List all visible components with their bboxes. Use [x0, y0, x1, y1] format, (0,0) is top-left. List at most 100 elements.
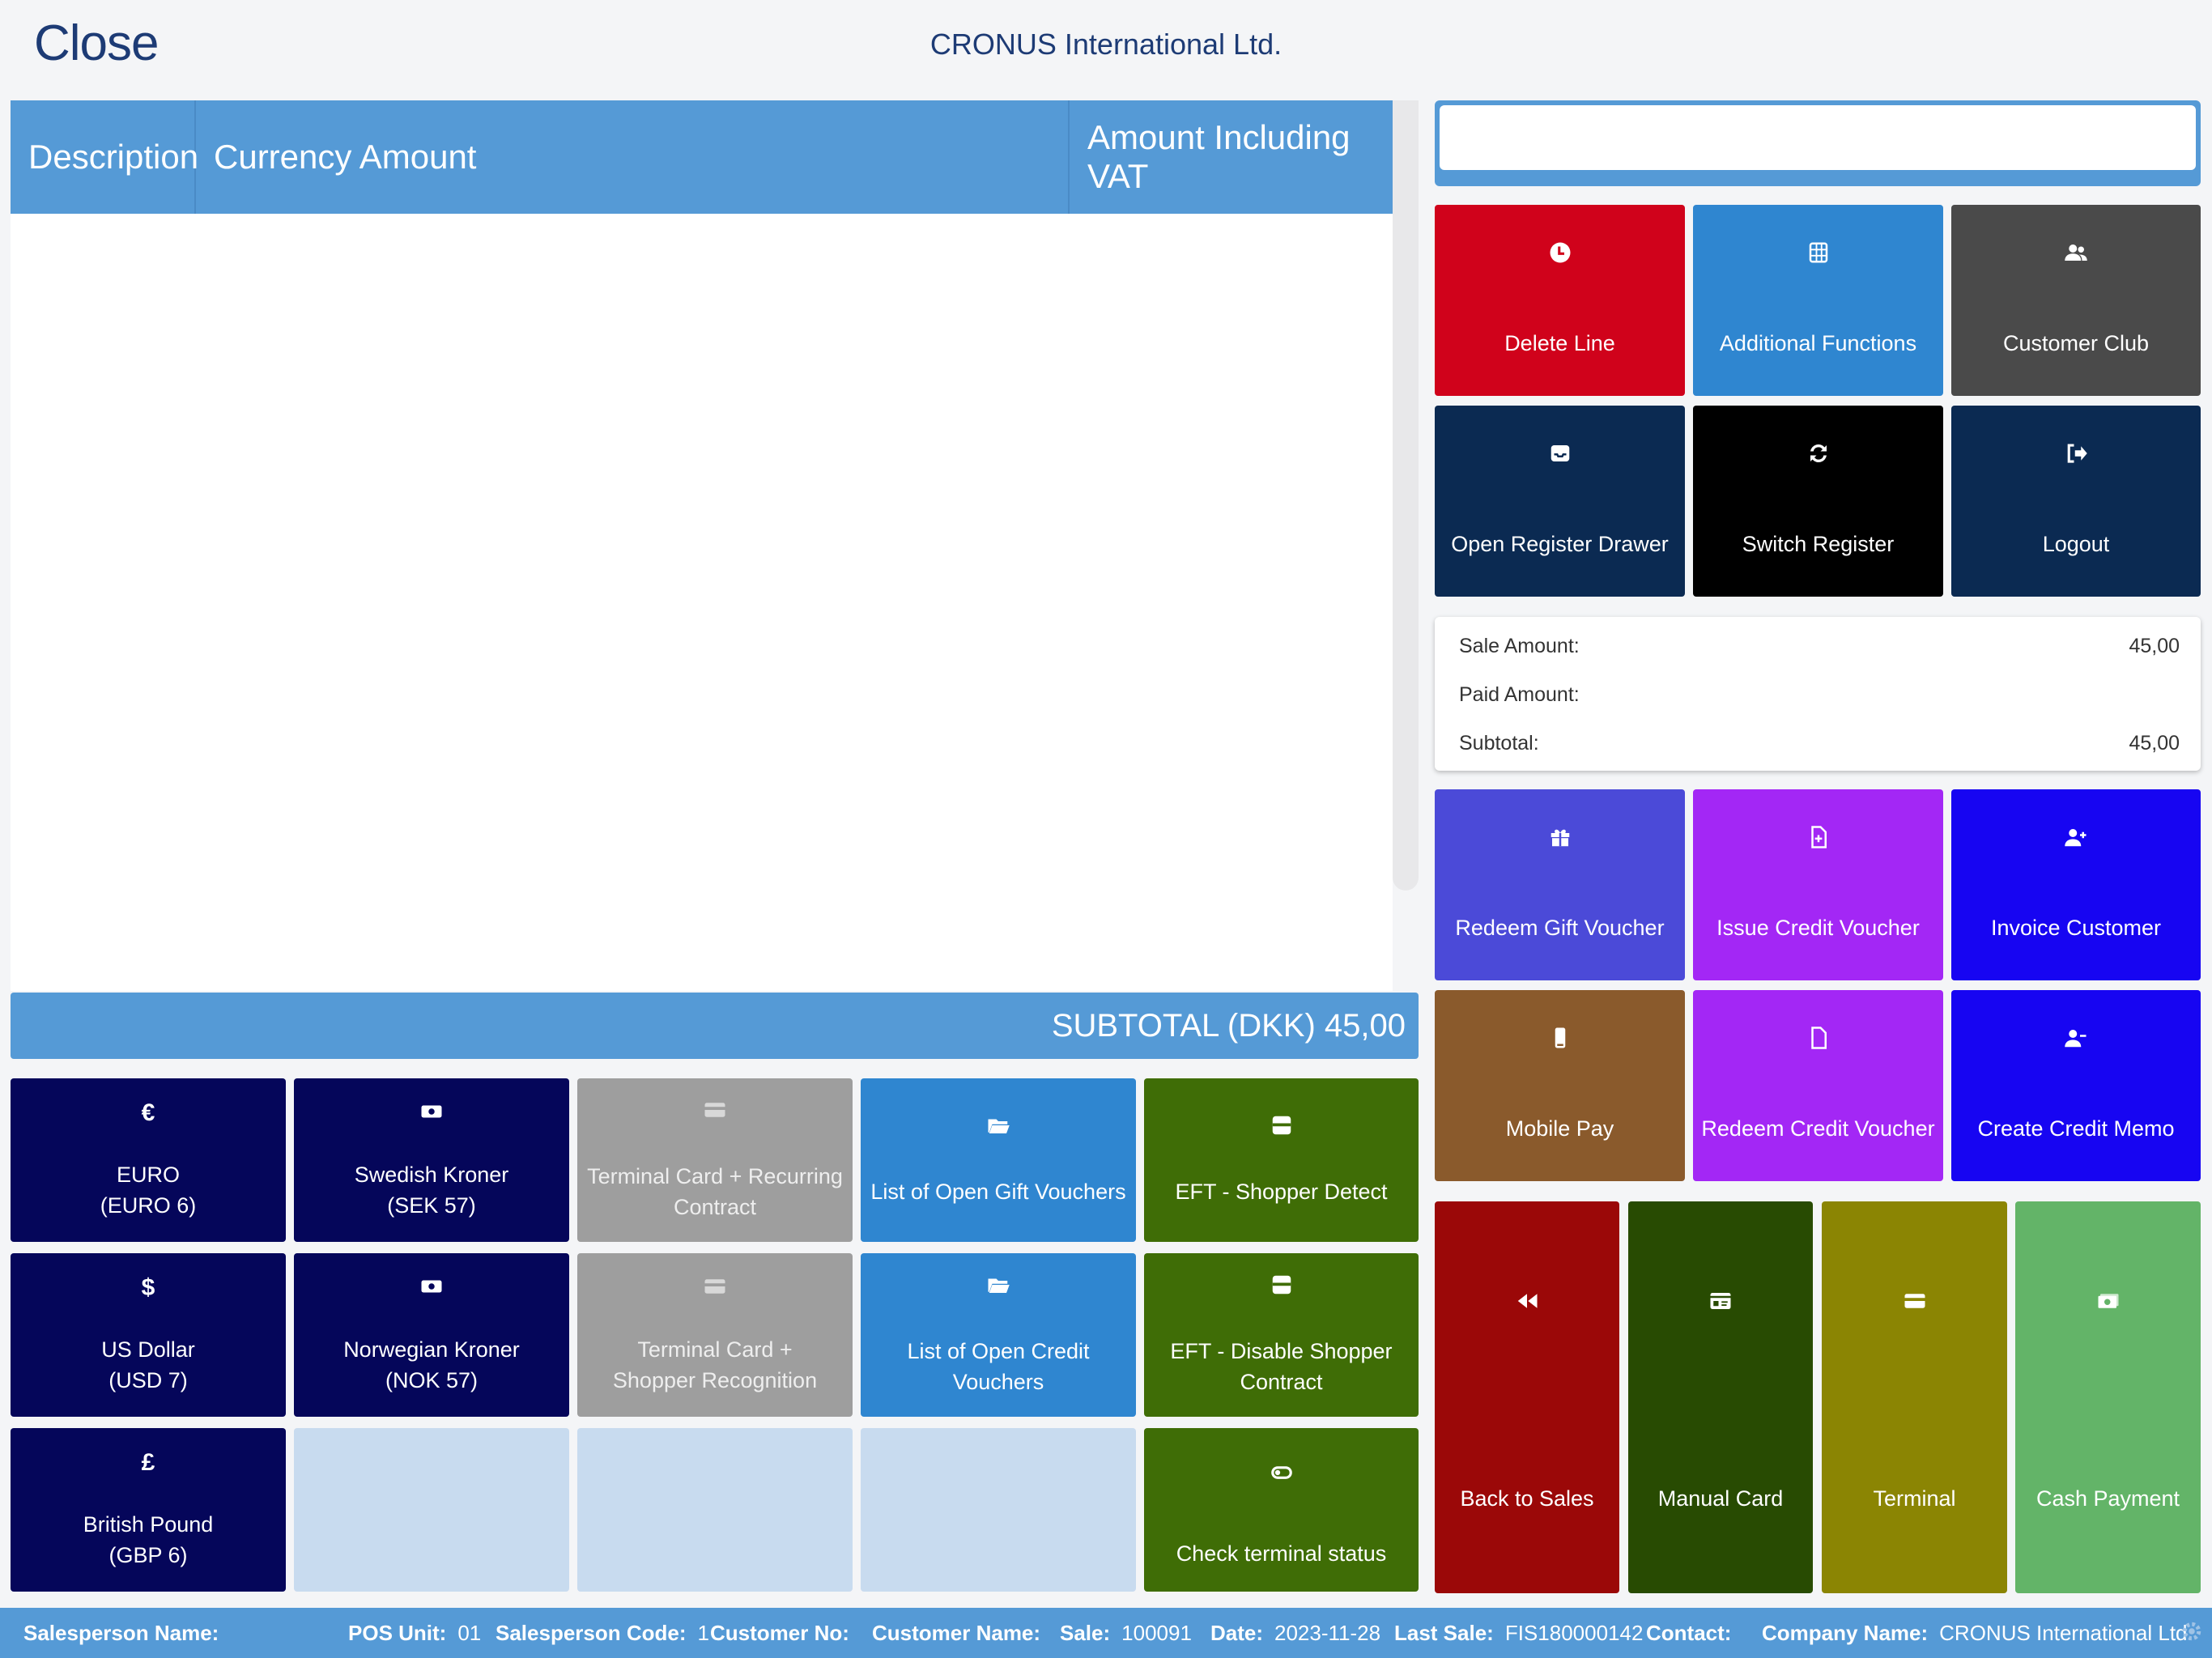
payment-swedish-kroner-button[interactable]: Swedish Kroner (SEK 57)	[294, 1078, 569, 1242]
check-terminal-status-button[interactable]: Check terminal status	[1144, 1428, 1419, 1592]
eft-disable-shopper-contract-button[interactable]: EFT - Disable Shopper Contract	[1144, 1253, 1419, 1417]
id-card-icon	[1708, 1289, 1733, 1318]
status-date: Date: 2023-11-28	[1210, 1621, 1381, 1645]
tile-label: British Pound	[83, 1512, 214, 1537]
inbox-icon	[1548, 441, 1572, 470]
eft-shopper-detect-button[interactable]: EFT - Shopper Detect	[1144, 1078, 1419, 1242]
user-minus-icon	[2064, 1026, 2088, 1055]
subtotal-row: Subtotal: 45,00	[1459, 732, 2180, 755]
subtotal-bar: SUBTOTAL (DKK) 45,00	[11, 993, 1419, 1059]
user-plus-icon	[2064, 825, 2088, 854]
list-open-credit-vouchers-button[interactable]: List of Open Credit Vouchers	[861, 1253, 1136, 1417]
payment-norwegian-kroner-button[interactable]: Norwegian Kroner (NOK 57)	[294, 1253, 569, 1417]
tile-label: EFT - Disable Shopper Contract	[1170, 1339, 1393, 1394]
grid-header: Description Currency Amount Amount Inclu…	[11, 100, 1393, 214]
tile-sublabel: (USD 7)	[108, 1368, 188, 1392]
gear-icon[interactable]	[2180, 1619, 2204, 1643]
company-title: CRONUS International Ltd.	[929, 28, 1283, 61]
list-open-gift-vouchers-button[interactable]: List of Open Gift Vouchers	[861, 1078, 1136, 1242]
banknote-icon	[419, 1099, 444, 1127]
toggle-icon	[1270, 1460, 1294, 1488]
cash-payment-button[interactable]: Cash Payment	[2015, 1201, 2201, 1593]
gift-icon	[1548, 825, 1572, 854]
tile-label: Swedish Kroner	[354, 1163, 509, 1187]
clock-icon	[1548, 240, 1572, 270]
column-header-currency-amount[interactable]: Currency Amount	[196, 100, 1070, 214]
tile-label: US Dollar	[101, 1337, 195, 1362]
credit-card-icon	[1903, 1289, 1927, 1318]
cash-icon	[2096, 1289, 2121, 1318]
logout-icon	[2064, 441, 2088, 470]
button-label: Back to Sales	[1460, 1486, 1594, 1511]
payment-british-pound-button[interactable]: £ British Pound (GBP 6)	[11, 1428, 286, 1592]
file-plus-icon	[1806, 825, 1831, 854]
sale-amount-label: Sale Amount:	[1459, 635, 1580, 657]
status-pos-unit: POS Unit: 01	[348, 1621, 482, 1645]
status-customer-name: Customer Name:	[872, 1621, 1041, 1645]
additional-functions-button[interactable]: Additional Functions	[1693, 205, 1943, 396]
empty-tile	[577, 1428, 853, 1592]
mobile-pay-button[interactable]: Mobile Pay	[1435, 990, 1685, 1181]
paid-amount-label: Paid Amount:	[1459, 683, 1580, 706]
column-header-description[interactable]: Description	[11, 100, 198, 214]
empty-tile	[861, 1428, 1136, 1592]
column-header-amount-including-vat[interactable]: Amount Including VAT	[1087, 118, 1351, 195]
close-button[interactable]: Close	[34, 15, 160, 71]
payment-euro-button[interactable]: € EURO (EURO 6)	[11, 1078, 286, 1242]
button-label: Manual Card	[1657, 1486, 1784, 1511]
button-label: Mobile Pay	[1505, 1116, 1614, 1141]
button-label: Redeem Gift Voucher	[1455, 916, 1665, 940]
paid-amount-row: Paid Amount:	[1459, 683, 2180, 707]
tile-label: Norwegian Kroner	[343, 1337, 520, 1362]
status-contact: Contact:	[1646, 1621, 1732, 1645]
rewind-icon	[1515, 1289, 1539, 1318]
search-input[interactable]	[1440, 105, 2196, 170]
status-bar: Salesperson Name: POS Unit: 01 Salesperso…	[0, 1608, 2212, 1658]
customer-club-button[interactable]: Customer Club	[1951, 205, 2201, 396]
euro-icon: €	[141, 1099, 155, 1126]
grid-icon	[1806, 240, 1831, 270]
tile-sublabel: (NOK 57)	[385, 1368, 479, 1392]
grid-scrollbar[interactable]	[1393, 100, 1419, 891]
tile-label: List of Open Gift Vouchers	[870, 1180, 1126, 1204]
terminal-button[interactable]: Terminal	[1822, 1201, 2007, 1593]
refresh-icon	[1806, 441, 1831, 470]
terminal-card-recurring-contract-button[interactable]: Terminal Card + Recurring Contract	[577, 1078, 853, 1242]
redeem-credit-voucher-button[interactable]: Redeem Credit Voucher	[1693, 990, 1943, 1181]
users-icon	[2064, 240, 2088, 270]
credit-card-icon	[703, 1098, 727, 1125]
status-last-sale: Last Sale: FIS180000142	[1394, 1621, 1644, 1645]
invoice-customer-button[interactable]: Invoice Customer	[1951, 789, 2201, 980]
payment-us-dollar-button[interactable]: $ US Dollar (USD 7)	[11, 1253, 286, 1417]
sale-amount-value: 45,00	[2129, 635, 2180, 657]
button-label: Delete Line	[1504, 331, 1615, 355]
folder-open-icon	[986, 1113, 1010, 1141]
tile-sublabel: (GBP 6)	[108, 1543, 188, 1567]
payment-lines-grid: Description Currency Amount Amount Inclu…	[11, 100, 1393, 991]
tile-label: EFT - Shopper Detect	[1175, 1180, 1388, 1204]
pound-icon: £	[141, 1449, 155, 1476]
button-label: Issue Credit Voucher	[1716, 916, 1920, 940]
issue-credit-voucher-button[interactable]: Issue Credit Voucher	[1693, 789, 1943, 980]
button-label: Customer Club	[2002, 331, 2150, 355]
search-bar	[1435, 100, 2201, 186]
terminal-card-shopper-recognition-button[interactable]: Terminal Card + Shopper Recognition	[577, 1253, 853, 1417]
button-label: Additional Functions	[1719, 331, 1917, 355]
card-reader-icon	[1270, 1113, 1294, 1141]
create-credit-memo-button[interactable]: Create Credit Memo	[1951, 990, 2201, 1181]
credit-card-icon	[703, 1274, 727, 1302]
logout-button[interactable]: Logout	[1951, 406, 2201, 597]
delete-line-button[interactable]: Delete Line	[1435, 205, 1685, 396]
back-to-sales-button[interactable]: Back to Sales	[1435, 1201, 1619, 1593]
button-label: Cash Payment	[2035, 1486, 2180, 1511]
button-label: Switch Register	[1742, 532, 1895, 556]
totals-panel: Sale Amount: 45,00 Paid Amount: Subtotal…	[1435, 617, 2201, 771]
subtotal-label: Subtotal:	[1459, 732, 1539, 755]
open-register-drawer-button[interactable]: Open Register Drawer	[1435, 406, 1685, 597]
button-label: Redeem Credit Voucher	[1701, 1116, 1935, 1141]
status-salesperson-code: Salesperson Code: 1	[496, 1621, 709, 1645]
switch-register-button[interactable]: Switch Register	[1693, 406, 1943, 597]
manual-card-button[interactable]: Manual Card	[1628, 1201, 1813, 1593]
tile-label: Terminal Card + Recurring Contract	[587, 1164, 843, 1219]
redeem-gift-voucher-button[interactable]: Redeem Gift Voucher	[1435, 789, 1685, 980]
